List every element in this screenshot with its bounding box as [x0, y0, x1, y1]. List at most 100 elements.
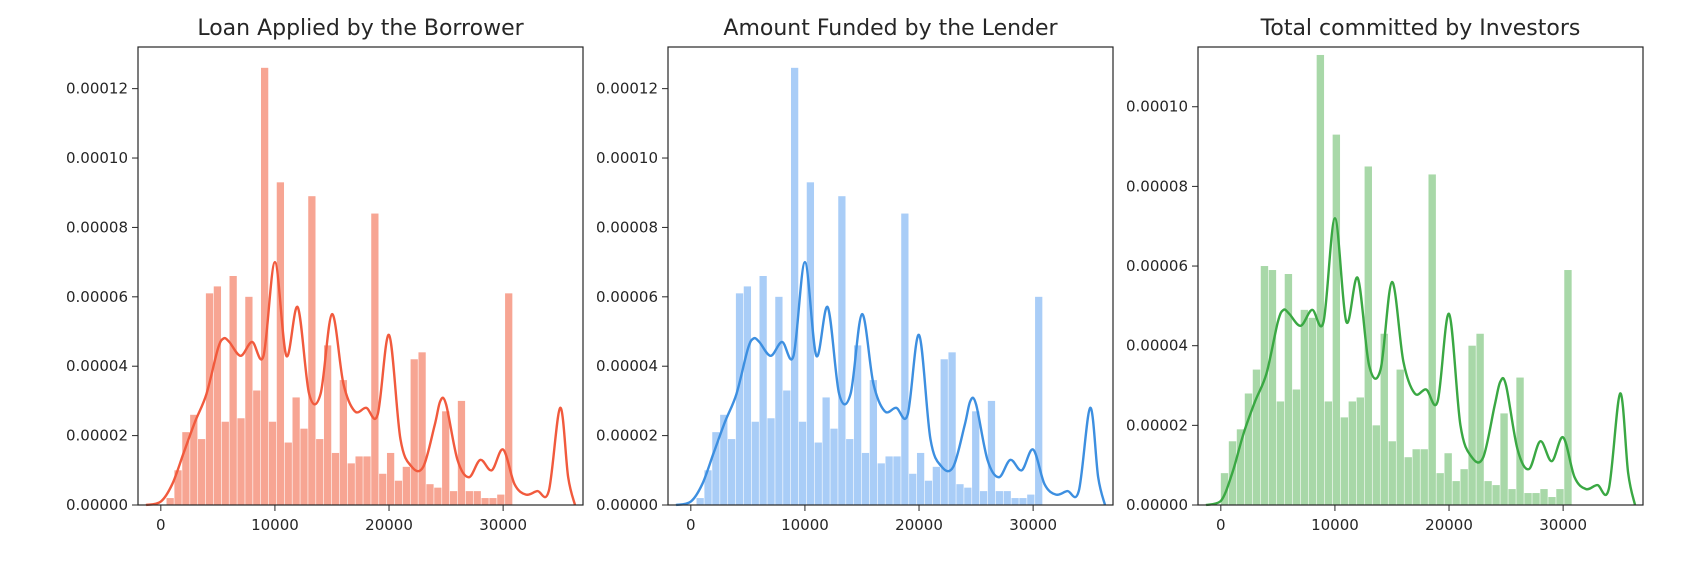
histogram-bar [1364, 166, 1372, 506]
histogram-bar [174, 470, 182, 505]
histogram-bar [885, 456, 893, 505]
histogram-bar [497, 494, 505, 505]
histogram-bar [276, 182, 285, 505]
histogram-bar [473, 491, 481, 505]
histogram-bar [363, 456, 371, 505]
histogram-bar [347, 463, 355, 505]
y-tick-label: 0.00010 [1126, 98, 1188, 116]
histogram-bar [940, 359, 948, 505]
histogram-bar [182, 432, 190, 505]
histogram-bar [1011, 498, 1019, 505]
histogram-bar [924, 480, 933, 505]
histogram-bar [339, 380, 347, 505]
histogram-bar [449, 491, 458, 505]
histogram-bar [1236, 429, 1245, 505]
histogram-bar [1420, 449, 1428, 505]
histogram-bar [1276, 401, 1285, 505]
histogram-bar [1556, 489, 1564, 505]
histogram-bar [190, 414, 198, 505]
histogram-bar [1404, 457, 1412, 505]
histogram-bar [261, 67, 269, 505]
histogram-bar [932, 466, 940, 505]
histogram-bar [759, 276, 767, 505]
histogram-bar [371, 213, 379, 506]
y-tick-label: 0.00006 [596, 288, 658, 306]
y-tick-label: 0.00012 [596, 80, 658, 98]
histogram-bar [767, 418, 775, 505]
histogram-bar [956, 484, 964, 505]
plot-frame [667, 46, 1114, 506]
histogram-bar [869, 380, 877, 505]
histogram-bar [355, 456, 363, 505]
histogram-bar [1019, 498, 1027, 505]
histogram-bar [1220, 473, 1229, 505]
histogram-bar [728, 439, 736, 505]
histogram-bar [292, 397, 300, 505]
histogram-bar [1027, 494, 1035, 505]
y-tick-label: 0.00006 [1126, 257, 1188, 275]
histogram-bar [505, 293, 513, 505]
histogram-bar [426, 484, 434, 505]
x-tick-label: 0 [156, 516, 166, 534]
histogram-bar [434, 487, 442, 505]
histogram-bar [237, 418, 245, 505]
histogram-bar [331, 452, 340, 505]
x-tick-label: 10000 [251, 516, 299, 534]
histogram-bar [489, 498, 497, 505]
histogram-bar [964, 487, 972, 505]
x-tick-label: 20000 [365, 516, 413, 534]
x-tick-label: 10000 [1311, 516, 1359, 534]
histogram-bar [1532, 493, 1540, 505]
histogram-bar [1356, 397, 1364, 505]
histogram-bar [253, 390, 261, 505]
histogram-bar [1452, 481, 1460, 505]
histogram-bar [830, 428, 838, 505]
histogram-bar [1500, 413, 1508, 505]
histogram-bar [1244, 393, 1253, 505]
y-tick-label: 0.00012 [66, 80, 128, 98]
histogram-bar [402, 466, 410, 505]
histogram-bar [386, 452, 395, 505]
histogram-bar [221, 421, 229, 505]
histogram-bar [791, 67, 799, 505]
histogram-bar [1492, 485, 1500, 505]
histogram-bar [1340, 417, 1349, 505]
histogram-bar [442, 411, 450, 505]
histogram-bar [1284, 274, 1293, 505]
density-line [1205, 217, 1637, 507]
histogram-bar [806, 182, 815, 505]
density-line [675, 260, 1107, 507]
histogram-bar [308, 196, 316, 505]
histogram-bar [1332, 134, 1341, 505]
histogram-bar [300, 428, 308, 505]
histogram-bar [712, 432, 720, 505]
histogram-bar [861, 452, 870, 505]
histogram-bar [901, 213, 909, 506]
histogram-bar [1412, 449, 1420, 505]
histogram-bar [1003, 491, 1011, 505]
histogram-bar [198, 439, 206, 505]
histogram-bar [972, 411, 980, 505]
histogram-bar [205, 293, 214, 505]
y-tick-label: 0.00000 [1126, 496, 1188, 514]
y-tick-label: 0.00006 [66, 288, 128, 306]
histogram-bar [323, 345, 332, 505]
histogram-bar [909, 473, 917, 505]
histogram-bar [213, 286, 222, 505]
histogram-bar [1308, 317, 1317, 505]
chart-panel-3: 0 10000 20000 30000 0.00000 0.00002 0.00004 0.0… [1126, 16, 1644, 534]
histogram-bar [798, 421, 807, 505]
x-tick-label: 30000 [479, 516, 527, 534]
histogram-bar [1564, 270, 1572, 505]
x-tick-label: 0 [686, 516, 696, 534]
histogram-bar [948, 352, 956, 505]
histogram-bar [783, 390, 791, 505]
y-tick-label: 0.00008 [596, 218, 658, 236]
histogram-bar [1540, 489, 1548, 505]
histogram-bar [893, 456, 901, 505]
chart-title: Amount Funded by the Lender [723, 16, 1058, 41]
x-tick-label: 0 [1216, 516, 1226, 534]
histogram-bar [1436, 473, 1444, 505]
histogram-bar [743, 286, 752, 505]
